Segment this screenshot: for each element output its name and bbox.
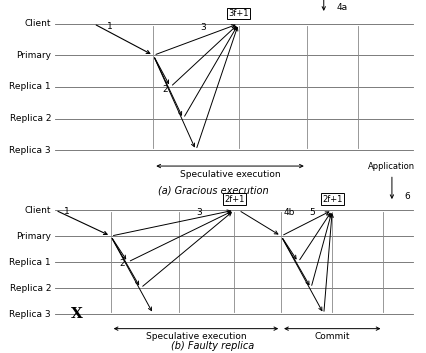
Text: 3f+1: 3f+1 xyxy=(228,9,249,18)
Text: 3: 3 xyxy=(200,23,206,32)
Text: Application: Application xyxy=(368,162,415,171)
Text: Replica 2: Replica 2 xyxy=(10,114,51,123)
Text: (b) Faulty replica: (b) Faulty replica xyxy=(171,341,255,351)
Text: Replica 2: Replica 2 xyxy=(10,283,51,293)
Text: 4a: 4a xyxy=(337,3,348,12)
Text: Primary: Primary xyxy=(16,232,51,241)
Text: (a) Gracious execution: (a) Gracious execution xyxy=(158,186,268,196)
Text: Replica 3: Replica 3 xyxy=(9,310,51,318)
Text: 2f+1: 2f+1 xyxy=(224,195,245,204)
Text: 4b: 4b xyxy=(283,208,295,217)
Text: 1: 1 xyxy=(64,207,69,216)
Text: 2: 2 xyxy=(162,85,167,94)
Text: 3: 3 xyxy=(196,208,201,217)
Text: Commit: Commit xyxy=(314,332,350,341)
Text: 5: 5 xyxy=(309,208,314,217)
Text: Replica 3: Replica 3 xyxy=(9,146,51,155)
Text: Primary: Primary xyxy=(16,51,51,60)
Text: Client: Client xyxy=(25,19,51,28)
Text: Client: Client xyxy=(25,205,51,215)
Text: 1: 1 xyxy=(106,22,112,31)
Text: Replica 1: Replica 1 xyxy=(9,258,51,267)
Text: X: X xyxy=(71,307,83,321)
Text: Speculative execution: Speculative execution xyxy=(146,332,246,341)
Text: Replica 1: Replica 1 xyxy=(9,83,51,91)
Text: 2f+1: 2f+1 xyxy=(322,195,343,204)
Text: Speculative execution: Speculative execution xyxy=(180,170,280,179)
Text: 6: 6 xyxy=(405,192,410,201)
Text: 2: 2 xyxy=(119,259,125,268)
